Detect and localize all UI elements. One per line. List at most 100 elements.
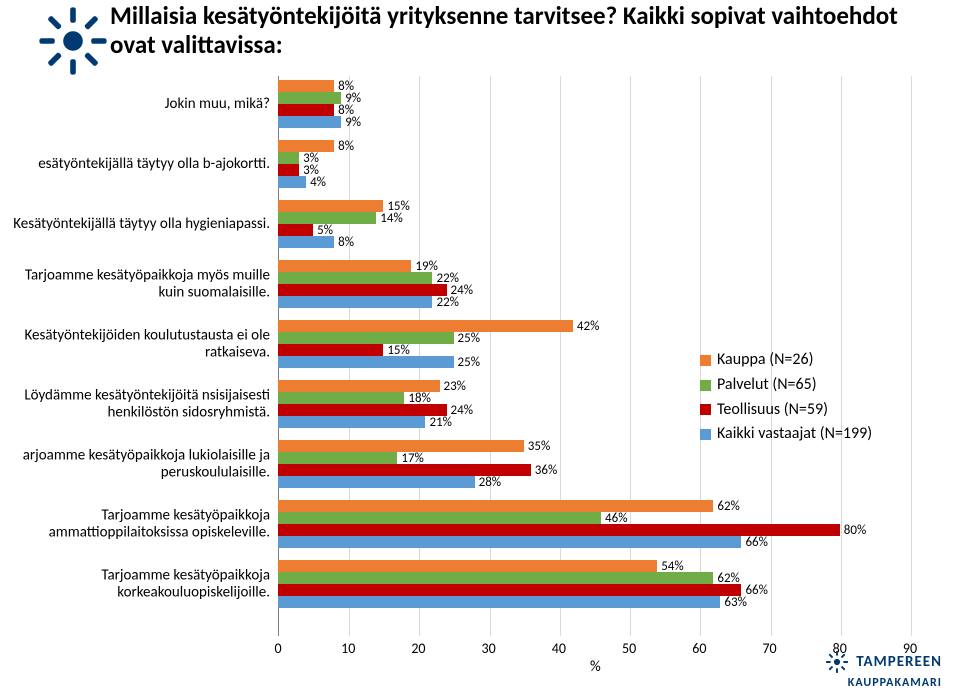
bar [278, 296, 432, 308]
bar [278, 416, 425, 428]
bar [278, 500, 713, 512]
bar [278, 584, 741, 596]
category-label: Tarjoamme kesätyöpaikkoja korkeakouluopi… [0, 568, 270, 601]
bar [278, 476, 475, 488]
legend-item: Palvelut (N=65) [700, 373, 872, 398]
x-tick-label: 60 [679, 640, 719, 657]
legend-label: Kaikki vastaajat (N=199) [717, 422, 872, 447]
bar-value-label: 22% [436, 295, 458, 310]
category-bars: 8%3%3%4% [278, 140, 910, 188]
bar-value-label: 66% [745, 583, 767, 598]
category-group: Tarjoamme kesätyöpaikkoja korkeakouluopi… [0, 560, 960, 608]
bar-value-label: 66% [745, 535, 767, 550]
bar [278, 200, 383, 212]
category-group: Tarjoamme kesätyöpaikkoja ammattioppilai… [0, 500, 960, 548]
bar-value-label: 14% [380, 211, 402, 226]
bar [278, 356, 454, 368]
x-tick-label: 10 [328, 640, 368, 657]
bar [278, 536, 741, 548]
bar [278, 164, 299, 176]
bar-value-label: 9% [345, 115, 361, 130]
legend-item: Teollisuus (N=59) [700, 398, 872, 423]
legend-item: Kauppa (N=26) [700, 348, 872, 373]
bar-value-label: 62% [717, 499, 739, 514]
x-tick-label: 40 [539, 640, 579, 657]
category-label: Tarjoamme kesätyöpaikkoja myös muille ku… [0, 268, 270, 301]
x-tick-label: 20 [398, 640, 438, 657]
bar [278, 104, 334, 116]
bar-value-label: 8% [338, 235, 354, 250]
category-group: Kesätyöntekijällä täytyy olla hygieniapa… [0, 200, 960, 248]
bar [278, 572, 713, 584]
legend-label: Teollisuus (N=59) [717, 398, 828, 423]
legend-swatch [700, 404, 711, 415]
bar [278, 560, 657, 572]
category-label: Tarjoamme kesätyöpaikkoja ammattioppilai… [0, 508, 270, 541]
bar [278, 284, 447, 296]
category-label: arjoamme kesätyöpaikkoja lukiolaisille j… [0, 448, 270, 481]
bar [278, 320, 573, 332]
bar-value-label: 4% [310, 175, 326, 190]
footer-logo: TAMPEREEN KAUPPAKAMARI [822, 650, 942, 690]
x-tick-label: 50 [609, 640, 649, 657]
bar-value-label: 80% [844, 523, 866, 538]
category-bars: 19%22%24%22% [278, 260, 910, 308]
bar-value-label: 23% [444, 379, 466, 394]
bar-value-label: 63% [724, 595, 746, 610]
x-tick-label: 0 [258, 640, 298, 657]
footer-line1: TAMPEREEN [856, 653, 942, 671]
bar [278, 452, 397, 464]
bar-value-label: 8% [338, 139, 354, 154]
bar [278, 236, 334, 248]
bar [278, 80, 334, 92]
category-label: Kesätyöntekijöiden koulutustausta ei ole… [0, 328, 270, 361]
category-bars: 35%17%36%28% [278, 440, 910, 488]
bar-value-label: 21% [429, 415, 451, 430]
category-label: Löydämme kesätyöntekijöitä nsisijaisesti… [0, 388, 270, 421]
legend-item: Kaikki vastaajat (N=199) [700, 422, 872, 447]
bar [278, 116, 341, 128]
legend-swatch [700, 380, 711, 391]
category-bars: 8%9%8%9% [278, 80, 910, 128]
bar [278, 176, 306, 188]
category-group: arjoamme kesätyöpaikkoja lukiolaisille j… [0, 440, 960, 488]
bar-value-label: 42% [577, 319, 599, 334]
bar [278, 596, 720, 608]
category-label: Jokin muu, mikä? [0, 96, 270, 113]
footer-line2: KAUPPAKAMARI [848, 676, 942, 690]
category-label: Kesätyöntekijällä täytyy olla hygieniapa… [0, 216, 270, 233]
legend-label: Palvelut (N=65) [717, 373, 817, 398]
category-bars: 54%62%66%63% [278, 560, 910, 608]
legend-swatch [700, 355, 711, 366]
bar-value-label: 25% [458, 331, 480, 346]
bar [278, 392, 404, 404]
bar-value-label: 36% [535, 463, 557, 478]
category-bars: 15%14%5%8% [278, 200, 910, 248]
category-bars: 62%46%80%66% [278, 500, 910, 548]
category-group: esätyöntekijällä täytyy olla b-ajokortti… [0, 140, 960, 188]
bar [278, 512, 601, 524]
bar [278, 344, 383, 356]
x-axis-label: % [590, 658, 601, 676]
chart-legend: Kauppa (N=26)Palvelut (N=65)Teollisuus (… [700, 348, 872, 447]
bar-value-label: 25% [458, 355, 480, 370]
bar-value-label: 35% [528, 439, 550, 454]
bar [278, 332, 454, 344]
x-tick-label: 30 [469, 640, 509, 657]
bar [278, 92, 341, 104]
bar [278, 224, 313, 236]
bar-value-label: 24% [451, 403, 473, 418]
category-group: Tarjoamme kesätyöpaikkoja myös muille ku… [0, 260, 960, 308]
category-group: Jokin muu, mikä? 8%9%8%9% [0, 80, 960, 128]
bar [278, 272, 432, 284]
legend-label: Kauppa (N=26) [717, 348, 813, 373]
bar [278, 152, 299, 164]
bar [278, 260, 411, 272]
legend-swatch [700, 429, 711, 440]
org-logo-icon [38, 6, 108, 76]
x-tick-label: 70 [750, 640, 790, 657]
bar [278, 404, 447, 416]
category-label: esätyöntekijällä täytyy olla b-ajokortti… [0, 156, 270, 173]
bar-value-label: 28% [479, 475, 501, 490]
chart-title: Millaisia kesätyöntekijöitä yrityksenne … [110, 2, 930, 60]
